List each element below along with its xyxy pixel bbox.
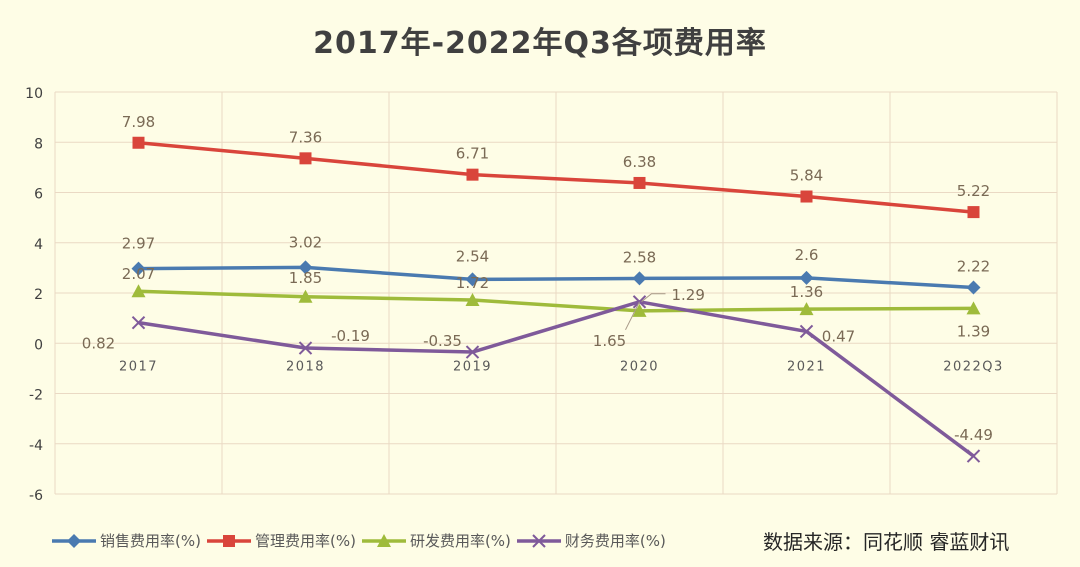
data-point xyxy=(466,168,479,181)
data-label: -4.49 xyxy=(954,426,993,444)
legend-marker-icon xyxy=(206,534,251,547)
x-mark xyxy=(532,533,546,548)
data-label: 1.29 xyxy=(672,286,705,304)
legend-marker-icon xyxy=(516,533,561,548)
y-tick-label: 2 xyxy=(34,287,43,303)
y-tick-label: 10 xyxy=(25,86,43,102)
data-point xyxy=(132,136,145,149)
y-tick-label: 4 xyxy=(34,237,43,253)
data-label: 6.71 xyxy=(456,145,489,163)
legend-item: 研发费用率(%) xyxy=(361,530,511,551)
y-tick-label: -2 xyxy=(29,388,43,404)
data-point xyxy=(298,289,313,303)
x-tick-label: 2020 xyxy=(620,359,659,374)
data-label: 3.02 xyxy=(289,233,322,251)
x-mark xyxy=(298,341,313,355)
legend-label: 管理费用率(%) xyxy=(254,532,356,550)
leader-line xyxy=(625,301,640,331)
x-tick-label: 2022Q3 xyxy=(943,359,1004,374)
data-label: 2.22 xyxy=(957,257,990,275)
x-mark xyxy=(131,315,146,330)
legend-label: 财务费用率(%) xyxy=(564,532,666,550)
legend-label: 销售费用率(%) xyxy=(100,532,201,550)
leader-line xyxy=(641,293,666,303)
y-tick-label: 8 xyxy=(34,136,43,152)
legend-marker-icon xyxy=(361,533,406,547)
chart-title: 2017年-2022年Q3各项费用率 xyxy=(313,26,767,61)
data-label: -0.35 xyxy=(423,332,462,350)
series-line xyxy=(138,300,975,458)
data-point xyxy=(633,176,646,189)
data-label: 7.98 xyxy=(122,113,155,131)
data-label: 6.38 xyxy=(623,153,656,171)
data-label: 1.72 xyxy=(456,274,489,292)
data-point xyxy=(299,152,312,165)
x-tick-label: 2021 xyxy=(787,359,826,374)
data-label: 5.84 xyxy=(790,167,823,185)
y-tick-label: 6 xyxy=(34,187,43,203)
y-tick-label: -4 xyxy=(29,438,43,454)
data-label: 0.47 xyxy=(822,327,855,345)
data-source: 数据来源：同花顺 睿蓝财讯 xyxy=(763,530,1010,554)
data-point xyxy=(67,533,81,548)
data-label: 1.65 xyxy=(593,332,626,350)
data-point xyxy=(799,302,814,316)
data-label: 2.58 xyxy=(623,248,656,266)
data-point xyxy=(465,272,480,287)
legend-item: 财务费用率(%) xyxy=(516,530,666,551)
y-tick-label: 0 xyxy=(34,337,43,353)
series-line xyxy=(138,141,974,214)
x-tick-label: 2017 xyxy=(119,359,158,374)
data-point xyxy=(131,284,146,298)
series-2 xyxy=(131,284,981,317)
data-point xyxy=(799,270,814,285)
legend-item: 管理费用率(%) xyxy=(206,530,356,551)
legend: 销售费用率(%) 管理费用率(%) 研发费用率(%) 财务费用率(%) xyxy=(52,530,672,551)
legend-marker-icon xyxy=(52,533,96,548)
series-3 xyxy=(131,295,981,463)
legend-label: 研发费用率(%) xyxy=(409,532,511,550)
x-mark xyxy=(799,324,814,339)
data-point xyxy=(222,534,235,547)
x-mark xyxy=(465,345,480,359)
data-point xyxy=(465,293,480,307)
data-point xyxy=(298,260,313,275)
data-point xyxy=(532,533,546,548)
x-mark xyxy=(966,449,981,463)
x-tick-label: 2019 xyxy=(453,359,492,374)
data-point xyxy=(632,271,647,286)
data-point xyxy=(966,301,981,315)
data-label: 2.54 xyxy=(456,247,489,265)
x-tick-label: 2018 xyxy=(286,359,325,374)
data-point xyxy=(632,303,647,317)
data-point xyxy=(967,206,980,219)
data-label: 7.36 xyxy=(289,128,322,146)
data-point xyxy=(799,324,814,339)
data-label: 2.97 xyxy=(122,235,155,253)
legend-item: 销售费用率(%) xyxy=(52,530,201,551)
y-tick-label: -6 xyxy=(29,488,43,504)
data-label: 1.36 xyxy=(790,283,823,301)
data-point xyxy=(800,190,813,203)
series-1 xyxy=(132,136,980,219)
series-0 xyxy=(131,260,981,295)
data-point xyxy=(966,280,981,295)
data-point xyxy=(131,315,146,330)
data-label: -0.19 xyxy=(331,327,370,345)
series-line xyxy=(138,265,974,290)
series-line xyxy=(138,289,974,313)
data-label: 1.85 xyxy=(289,269,322,287)
data-label: 0.82 xyxy=(82,335,115,353)
data-label: 1.39 xyxy=(957,322,990,340)
data-point xyxy=(298,341,313,355)
data-point xyxy=(131,261,146,276)
data-label: 5.22 xyxy=(957,182,990,200)
data-point xyxy=(376,533,391,547)
data-label: 2.07 xyxy=(122,265,155,283)
data-point xyxy=(966,449,981,463)
data-label: 2.6 xyxy=(795,246,819,264)
data-point xyxy=(465,345,480,359)
